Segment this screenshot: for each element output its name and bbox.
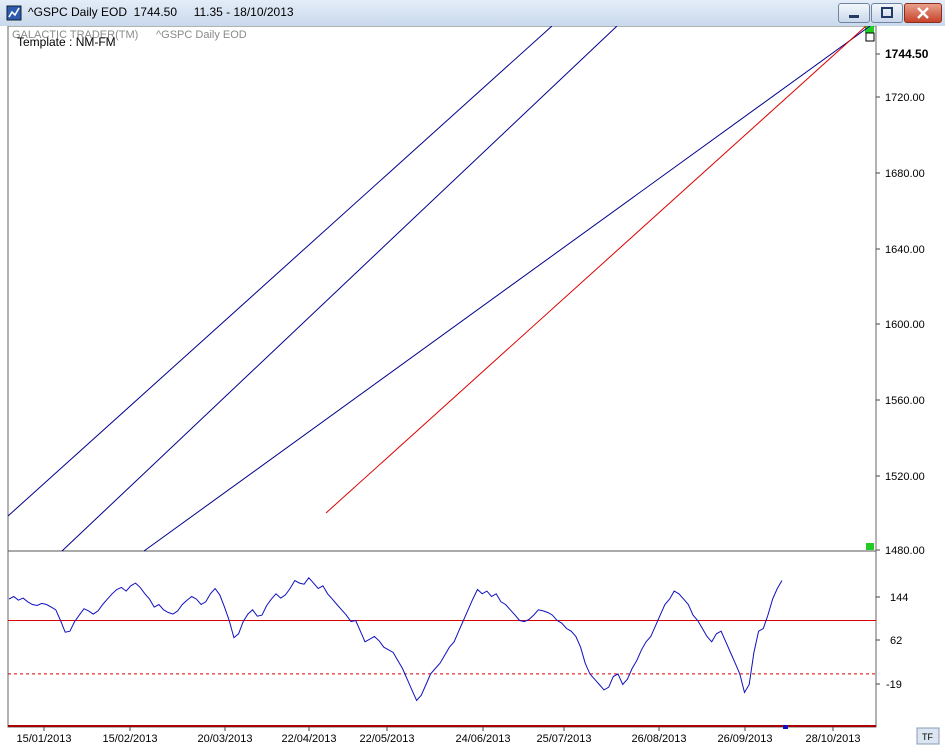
oscillator-line bbox=[8, 577, 783, 702]
top-green-handle[interactable] bbox=[865, 26, 874, 33]
x-tick-label: 22/05/2013 bbox=[359, 733, 414, 745]
x-tick-label: 15/02/2013 bbox=[102, 733, 157, 745]
window-title: ^GSPC Daily EOD 1744.50 11.35 - 18/10/20… bbox=[28, 5, 294, 19]
minimize-button[interactable] bbox=[838, 3, 870, 23]
app-icon bbox=[6, 5, 22, 21]
x-tick-label: 28/10/2013 bbox=[805, 733, 860, 745]
osc-tick-label: -19 bbox=[886, 679, 902, 691]
x-tick-label: 24/06/2013 bbox=[455, 733, 510, 745]
minimize-icon bbox=[849, 15, 859, 18]
close-icon bbox=[917, 7, 929, 19]
y-tick-label: 1520.00 bbox=[885, 471, 925, 483]
channel-line-blue-3 bbox=[143, 26, 871, 552]
osc-tick-label: 144 bbox=[890, 592, 908, 604]
tf-button[interactable] bbox=[916, 727, 940, 745]
y-tick-label: 1600.00 bbox=[885, 319, 925, 331]
chart-background bbox=[0, 26, 945, 749]
x-tick-label: 26/08/2013 bbox=[631, 733, 686, 745]
x-tick-label: 22/04/2013 bbox=[281, 733, 336, 745]
osc-tick-label: 62 bbox=[890, 635, 902, 647]
tf-button-label: TF bbox=[922, 732, 933, 742]
x-tick-label: 26/09/2013 bbox=[717, 733, 772, 745]
oscillator-panel bbox=[8, 577, 876, 729]
maximize-icon bbox=[881, 7, 893, 18]
x-axis: 15/01/2013 15/02/2013 20/03/2013 22/04/2013… bbox=[16, 727, 861, 745]
y-tick-label: 1480.00 bbox=[885, 545, 925, 557]
osc-cursor-marker bbox=[783, 725, 788, 729]
channel-line-blue-2 bbox=[61, 26, 618, 552]
template-label: Template : NM-FM bbox=[17, 35, 116, 49]
brand-label: GALACTIC TRADER(TM) bbox=[12, 29, 138, 41]
window-titlebar: ^GSPC Daily EOD 1744.50 11.35 - 18/10/20… bbox=[0, 0, 945, 27]
y-tick-label: 1744.50 bbox=[885, 47, 929, 61]
y-tick-label: 1560.00 bbox=[885, 395, 925, 407]
x-tick-label: 15/01/2013 bbox=[16, 733, 71, 745]
divider-green-handle[interactable] bbox=[866, 543, 874, 550]
price-chart-area[interactable]: GALACTIC TRADER(TM) ^GSPC Daily EOD Temp… bbox=[0, 26, 945, 749]
y-tick-label: 1720.00 bbox=[885, 92, 925, 104]
channel-line-blue-1 bbox=[7, 26, 553, 517]
channel-line-red bbox=[325, 26, 867, 514]
y-tick-label: 1680.00 bbox=[885, 168, 925, 180]
maximize-button[interactable] bbox=[871, 3, 903, 23]
x-tick-label: 25/07/2013 bbox=[536, 733, 591, 745]
y-tick-label: 1640.00 bbox=[885, 244, 925, 256]
channel-lines bbox=[7, 26, 871, 552]
symbol-label: ^GSPC Daily EOD bbox=[156, 29, 247, 41]
x-tick-label: 20/03/2013 bbox=[197, 733, 252, 745]
close-button[interactable] bbox=[904, 3, 942, 23]
top-square-handle[interactable] bbox=[865, 32, 875, 42]
y-axis: 1744.50 1720.00 1680.00 1640.00 1600.00 1560.… bbox=[876, 47, 929, 691]
